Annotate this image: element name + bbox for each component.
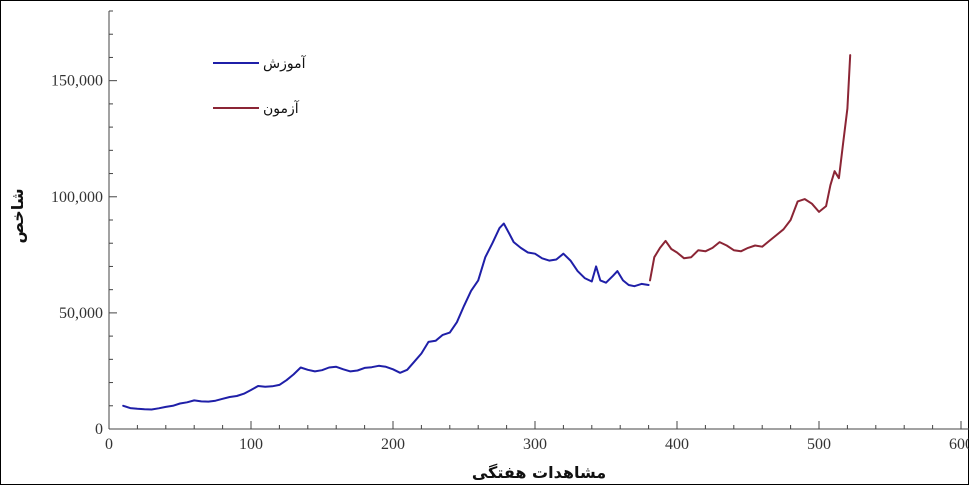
legend: آموزش آزمون <box>213 55 307 117</box>
y-axis-title: شاخص <box>8 188 27 243</box>
x-tick-label: 300 <box>523 436 547 453</box>
series-layer <box>122 54 852 411</box>
y-tick-label: 100,000 <box>51 189 103 206</box>
series-line-train <box>122 222 650 411</box>
x-tick-label: 600 <box>949 436 969 453</box>
series-line-test <box>649 54 852 282</box>
x-tick-label: 400 <box>665 436 689 453</box>
legend-label: آموزش <box>263 55 307 72</box>
x-tick-label: 100 <box>239 436 263 453</box>
x-tick-label: 200 <box>381 436 405 453</box>
y-tick-label: 0 <box>95 421 103 438</box>
x-tick-label: 0 <box>105 436 113 453</box>
y-tick-label: 50,000 <box>59 305 103 322</box>
legend-label: آزمون <box>263 100 300 117</box>
x-tick-label: 500 <box>807 436 831 453</box>
x-axis-title: مشاهدات هفتگی <box>472 463 606 482</box>
ticks-layer: 0 100 200 300 400 500 600 0 50,000 100,000 150,000 <box>51 10 969 453</box>
y-tick-label: 150,000 <box>51 73 103 90</box>
axes-layer <box>108 11 969 430</box>
